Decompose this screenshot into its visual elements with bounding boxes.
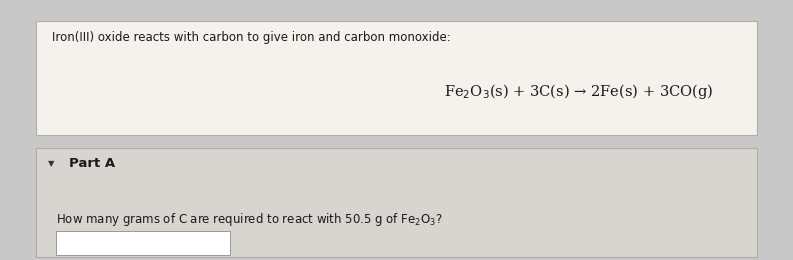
Text: How many grams of C are required to react with 50.5 g of Fe$_2$O$_3$?: How many grams of C are required to reac…	[56, 211, 442, 228]
FancyBboxPatch shape	[36, 21, 757, 135]
Text: ▼: ▼	[48, 159, 54, 168]
Text: Fe$_2$O$_3$(s) + 3C(s) → 2Fe(s) + 3CO(g): Fe$_2$O$_3$(s) + 3C(s) → 2Fe(s) + 3CO(g)	[444, 82, 714, 101]
FancyBboxPatch shape	[56, 231, 230, 255]
FancyBboxPatch shape	[36, 148, 757, 257]
Text: Iron(III) oxide reacts with carbon to give iron and carbon monoxide:: Iron(III) oxide reacts with carbon to gi…	[52, 31, 450, 44]
Text: Part A: Part A	[69, 157, 115, 170]
